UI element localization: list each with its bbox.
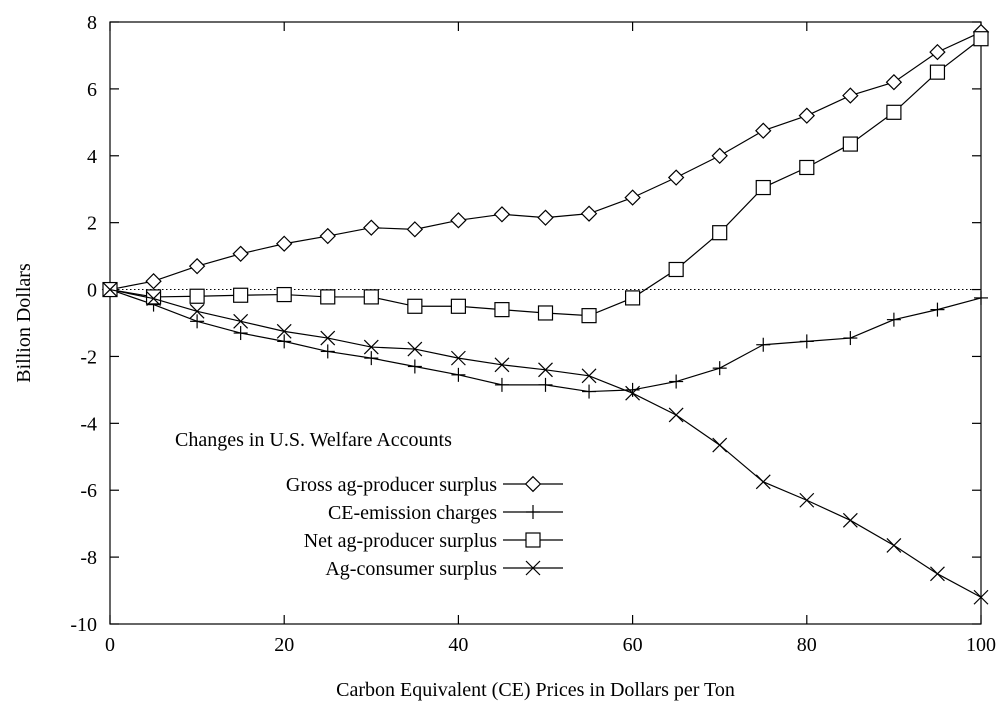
square-marker-shape — [974, 32, 988, 46]
square-marker-shape — [930, 65, 944, 79]
data-point-square — [321, 290, 335, 304]
square-marker-shape — [321, 290, 335, 304]
square-marker-shape — [713, 226, 727, 240]
data-point-square — [190, 289, 204, 303]
legend-label: Ag-consumer surplus — [325, 558, 497, 580]
y-axis-label: Billion Dollars — [13, 263, 35, 383]
y-tick-label: 0 — [87, 280, 97, 302]
legend-title: Changes in U.S. Welfare Accounts — [175, 429, 452, 451]
data-point-square — [234, 288, 248, 302]
square-marker-shape — [582, 309, 596, 323]
square-marker-shape — [800, 160, 814, 174]
x-tick-label: 80 — [797, 634, 817, 656]
data-point-square — [147, 290, 161, 304]
square-marker-shape — [364, 290, 378, 304]
legend-label: CE-emission charges — [328, 502, 497, 524]
y-tick-label: 2 — [87, 213, 97, 235]
legend-label: Gross ag-producer surplus — [286, 474, 497, 496]
data-point-square — [930, 65, 944, 79]
data-point-square — [277, 288, 291, 302]
square-marker-shape — [539, 306, 553, 320]
legend-marker-square — [526, 533, 540, 547]
data-point-square — [800, 160, 814, 174]
y-tick-label: -4 — [80, 413, 97, 435]
x-tick-label: 0 — [105, 634, 115, 656]
legend-label: Net ag-producer surplus — [304, 530, 497, 552]
square-marker-shape — [526, 533, 540, 547]
data-point-square — [408, 299, 422, 313]
y-tick-label: 4 — [87, 146, 97, 168]
x-tick-label: 60 — [623, 634, 643, 656]
data-point-square — [539, 306, 553, 320]
x-tick-label: 100 — [966, 634, 996, 656]
square-marker-shape — [234, 288, 248, 302]
square-marker-shape — [626, 291, 640, 305]
data-point-square — [582, 309, 596, 323]
data-point-square — [495, 303, 509, 317]
x-tick-label: 40 — [448, 634, 468, 656]
square-marker-shape — [887, 105, 901, 119]
data-point-square — [713, 226, 727, 240]
square-marker-shape — [147, 290, 161, 304]
y-tick-label: -10 — [70, 614, 97, 636]
square-marker-shape — [451, 299, 465, 313]
square-marker-shape — [408, 299, 422, 313]
data-point-square — [756, 181, 770, 195]
square-marker-shape — [756, 181, 770, 195]
square-marker-shape — [495, 303, 509, 317]
data-point-square — [843, 137, 857, 151]
y-tick-label: -8 — [80, 547, 97, 569]
square-marker-shape — [843, 137, 857, 151]
data-point-square — [626, 291, 640, 305]
x-tick-label: 20 — [274, 634, 294, 656]
data-point-square — [887, 105, 901, 119]
square-marker-shape — [669, 262, 683, 276]
y-tick-label: 6 — [87, 79, 97, 101]
data-point-square — [364, 290, 378, 304]
data-point-square — [451, 299, 465, 313]
y-tick-label: 8 — [87, 12, 97, 34]
y-tick-label: -6 — [80, 480, 97, 502]
square-marker-shape — [277, 288, 291, 302]
y-tick-label: -2 — [80, 346, 97, 368]
data-point-square — [974, 32, 988, 46]
x-axis-label: Carbon Equivalent (CE) Prices in Dollars… — [336, 679, 735, 701]
square-marker-shape — [190, 289, 204, 303]
data-point-square — [669, 262, 683, 276]
